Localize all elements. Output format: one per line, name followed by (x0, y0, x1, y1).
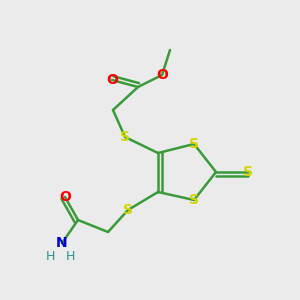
Text: H: H (65, 250, 75, 263)
Text: H: H (45, 250, 55, 263)
Text: S: S (189, 137, 199, 151)
Text: O: O (106, 73, 118, 87)
Text: S: S (120, 130, 130, 144)
Text: N: N (56, 236, 68, 250)
Text: S: S (243, 165, 253, 179)
Text: S: S (123, 203, 133, 217)
Text: O: O (156, 68, 168, 82)
Text: O: O (59, 190, 71, 204)
Text: S: S (189, 193, 199, 207)
